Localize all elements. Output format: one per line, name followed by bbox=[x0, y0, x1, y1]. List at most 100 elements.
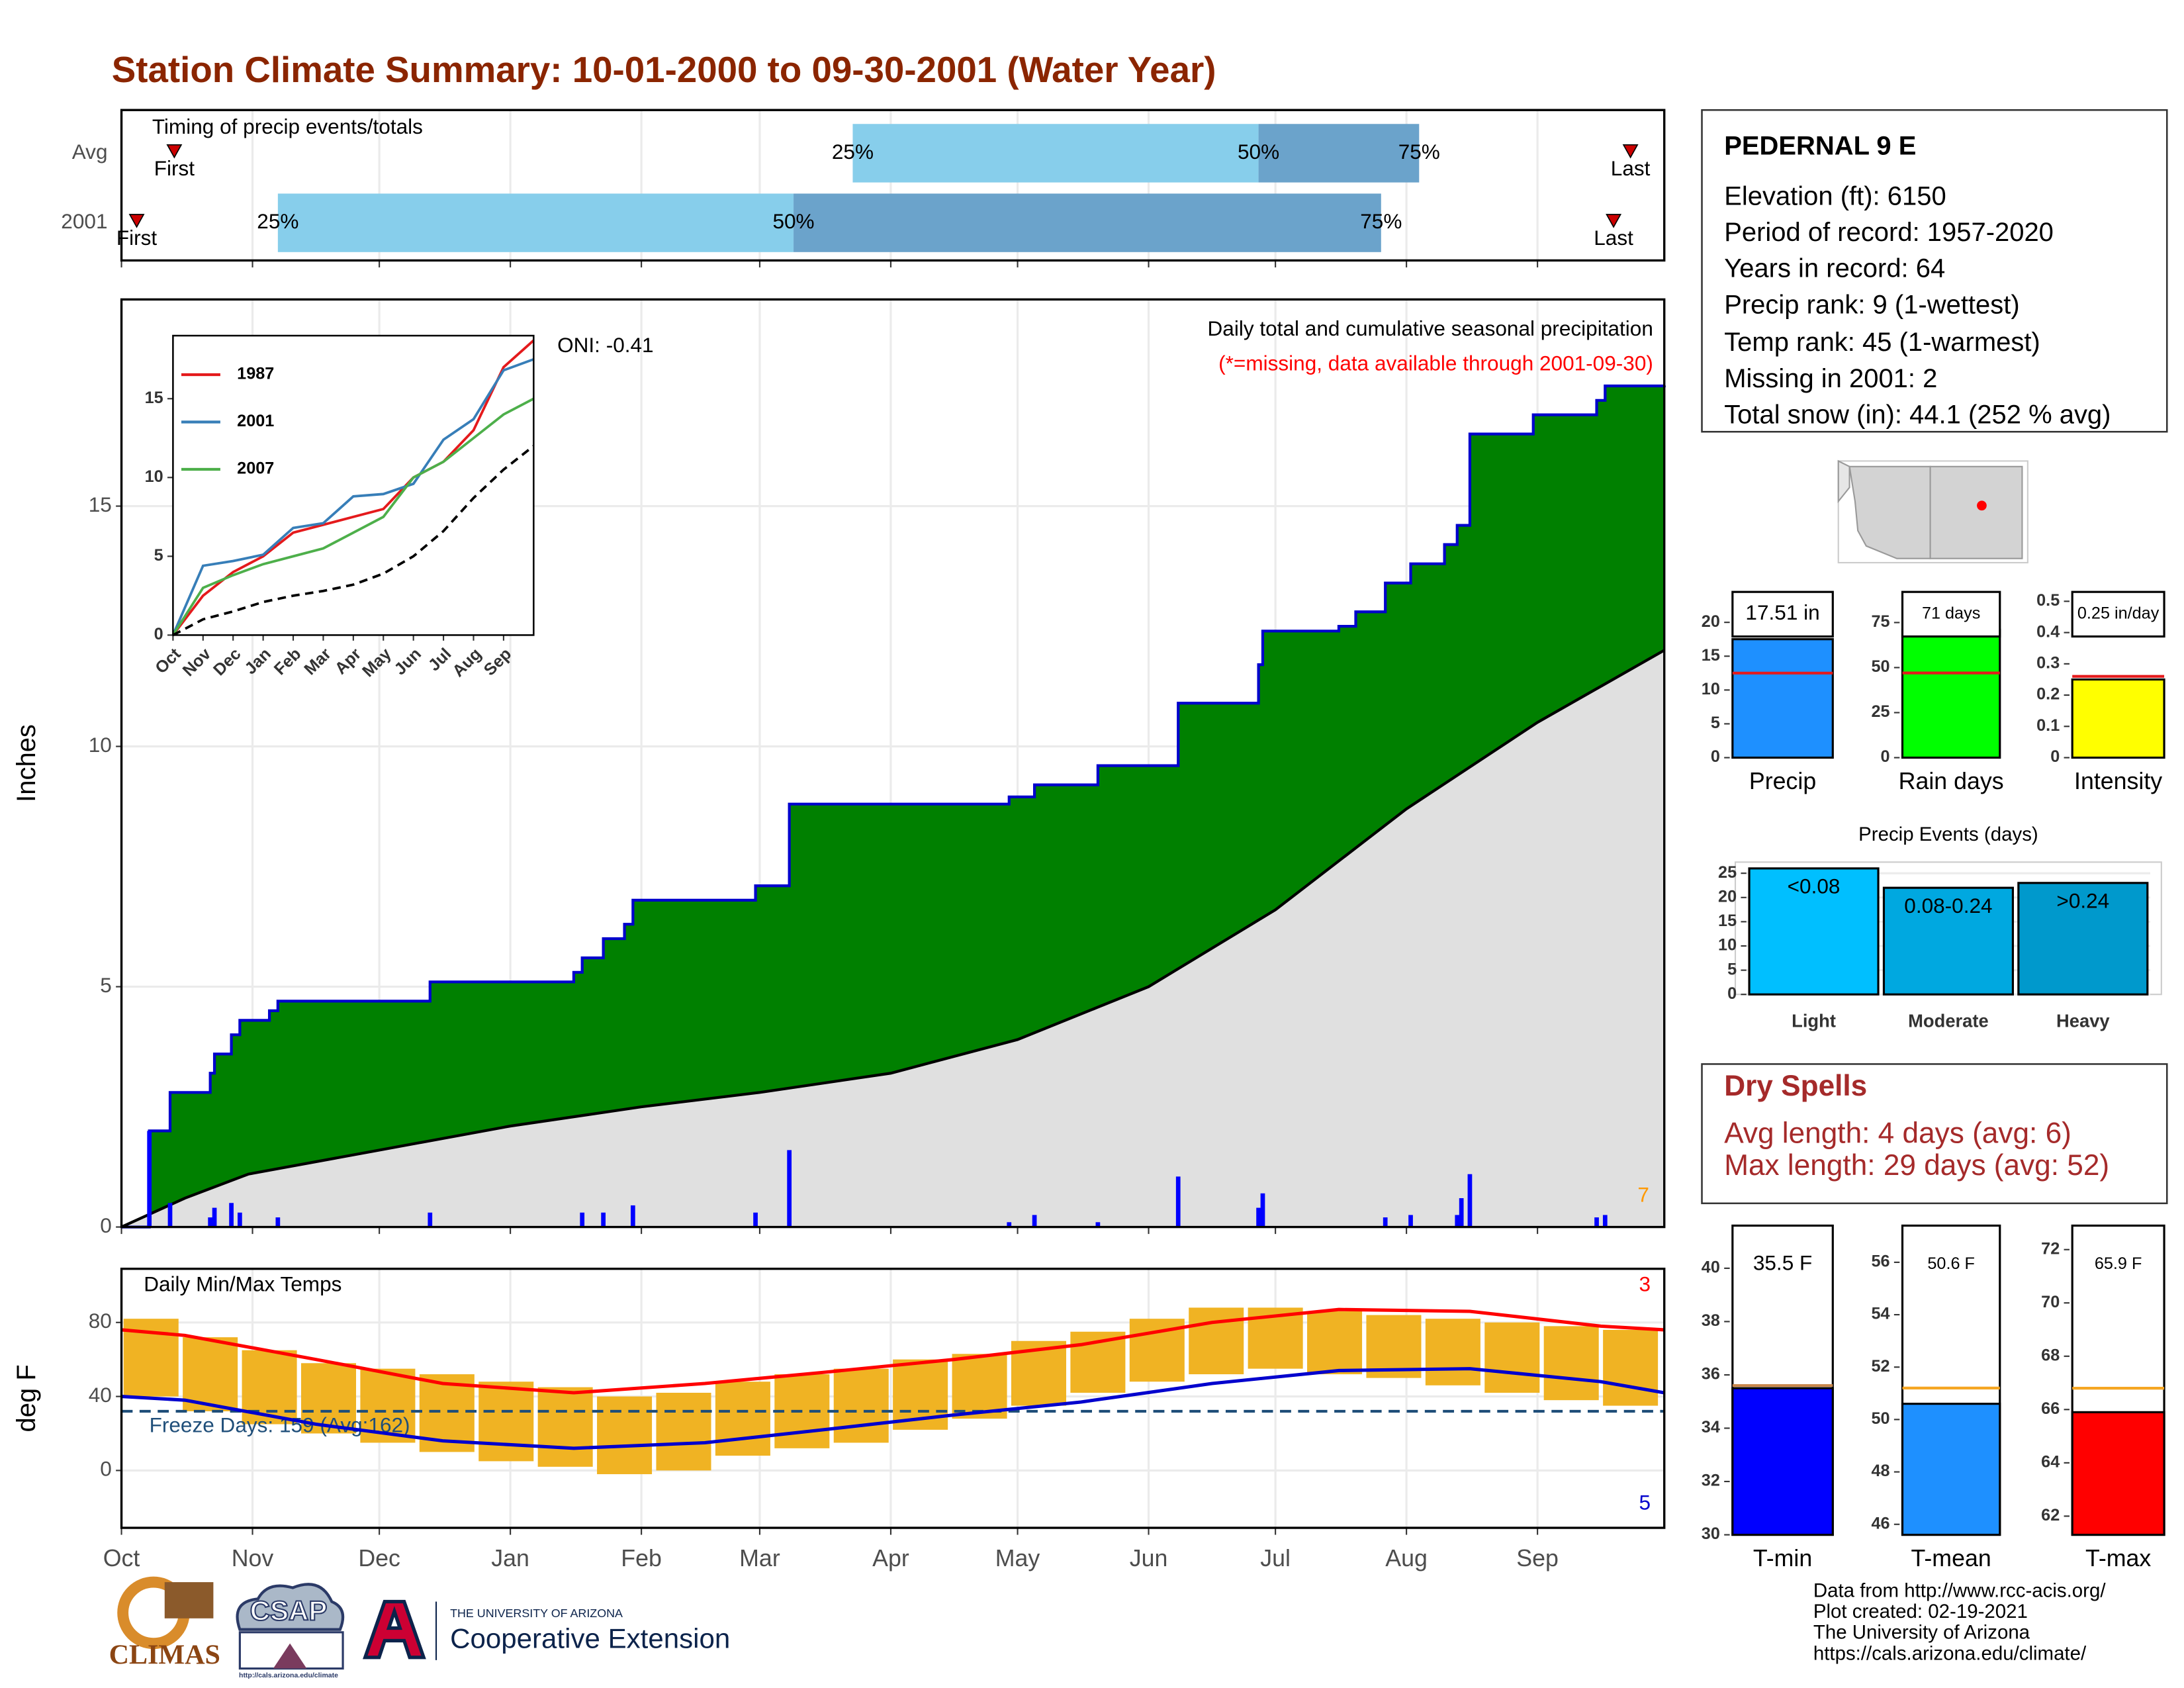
y-tick-label: 30 bbox=[1702, 1524, 1720, 1543]
chart-title: Daily total and cumulative seasonal prec… bbox=[1208, 316, 1653, 340]
y-tick-label: 0.1 bbox=[2036, 716, 2060, 735]
event-label: First bbox=[116, 226, 158, 250]
panel-frame bbox=[120, 298, 1666, 1229]
panel-frame bbox=[120, 1268, 1666, 1529]
extension-name: Cooperative Extension bbox=[450, 1623, 730, 1654]
value-label: 0.25 in/day bbox=[2077, 604, 2160, 623]
value-label: 17.51 in bbox=[1745, 600, 1819, 624]
map-state bbox=[1929, 465, 2023, 559]
event-marker bbox=[128, 214, 145, 228]
y-tick-label: 64 bbox=[2041, 1453, 2060, 1472]
panel-title: Timing of precip events/totals bbox=[152, 115, 423, 138]
y-tick-label: 0.5 bbox=[2036, 591, 2060, 610]
value-label: 50.6 F bbox=[1927, 1254, 1975, 1273]
daily-bar bbox=[787, 1150, 792, 1227]
y-tick-label: 0.4 bbox=[2036, 622, 2060, 641]
temp-range-bar bbox=[1603, 1329, 1659, 1406]
daily-bar bbox=[238, 1212, 242, 1227]
y-tick-label: 50 bbox=[1871, 657, 1889, 676]
daily-bar bbox=[208, 1217, 213, 1227]
row-label: 2001 bbox=[61, 209, 107, 233]
bar bbox=[1748, 867, 1880, 996]
corner-note: 5 bbox=[1639, 1491, 1651, 1515]
panel-title: Daily Min/Max Temps bbox=[144, 1272, 341, 1295]
legend-label: 1987 bbox=[237, 365, 274, 383]
value-box bbox=[1901, 590, 2001, 638]
inset-bg bbox=[173, 336, 534, 635]
panel-frame bbox=[120, 109, 1666, 262]
avg-temp-line bbox=[121, 1367, 1665, 1450]
series-line bbox=[172, 445, 535, 637]
value-box bbox=[2071, 590, 2165, 638]
daily-bar bbox=[147, 1131, 152, 1227]
y-tick-label: 10 bbox=[1718, 936, 1737, 955]
dry-spells-line: Avg length: 4 days (avg: 6) bbox=[1724, 1117, 2071, 1149]
station-line: Elevation (ft): 6150 bbox=[1724, 181, 1946, 211]
quartile-label: 25% bbox=[832, 140, 874, 164]
value-label: 71 days bbox=[1922, 604, 1980, 623]
y-tick-label: 50 bbox=[1871, 1409, 1889, 1428]
category-label: Heavy bbox=[2056, 1011, 2110, 1031]
y-tick-label: 75 bbox=[1871, 612, 1889, 631]
y-tick-label: 5 bbox=[1727, 960, 1737, 978]
x-tick-label: Sep bbox=[1516, 1545, 1559, 1571]
value-label: 35.5 F bbox=[1753, 1251, 1812, 1275]
category-label: T-max bbox=[2085, 1545, 2151, 1571]
station-line: Years in record: 64 bbox=[1724, 254, 1945, 283]
annotation: ONI: -0.41 bbox=[557, 333, 654, 357]
quartile-label: 75% bbox=[1398, 140, 1440, 164]
y-tick-label: 5 bbox=[154, 546, 163, 565]
temp-range-bar bbox=[1484, 1322, 1540, 1393]
dry-spells-line: Max length: 29 days (avg: 52) bbox=[1724, 1149, 2109, 1182]
temp-range-bar bbox=[952, 1354, 1007, 1419]
event-marker bbox=[1606, 214, 1622, 228]
x-tick-label: Apr bbox=[872, 1545, 909, 1571]
dry-spells-title: Dry Spells bbox=[1724, 1070, 1867, 1102]
daily-bar bbox=[1459, 1198, 1464, 1227]
y-tick-label: 62 bbox=[2041, 1506, 2060, 1524]
event-marker bbox=[166, 144, 183, 159]
station-line: Missing in 2001: 2 bbox=[1724, 364, 1937, 393]
y-tick-label: 80 bbox=[89, 1309, 112, 1333]
quartile-label: 25% bbox=[257, 209, 298, 233]
y-tick-label: 20 bbox=[1702, 612, 1720, 631]
daily-bar bbox=[229, 1203, 234, 1227]
y-tick-label: 40 bbox=[1702, 1258, 1720, 1277]
bar bbox=[2017, 882, 2149, 996]
y-tick-label: 54 bbox=[1871, 1305, 1889, 1323]
daily-bar bbox=[1007, 1222, 1012, 1227]
bin-label: <0.08 bbox=[1788, 874, 1841, 898]
temp-range-bar bbox=[1543, 1326, 1599, 1401]
category-label: Intensity bbox=[2074, 768, 2162, 794]
credit-line: The University of Arizona bbox=[1813, 1622, 2030, 1644]
series-line bbox=[171, 339, 535, 636]
category-label: Moderate bbox=[1908, 1011, 1989, 1031]
y-tick-label: 15 bbox=[145, 389, 163, 407]
quartile-bar bbox=[1258, 124, 1420, 183]
y-tick-label: 32 bbox=[1702, 1472, 1720, 1490]
quartile-label: 50% bbox=[772, 209, 814, 233]
quartile-bar bbox=[277, 193, 794, 252]
temp-range-bar bbox=[478, 1382, 534, 1462]
credit-line: https://cals.arizona.edu/climate/ bbox=[1813, 1642, 2087, 1664]
y-tick-label: 15 bbox=[89, 492, 112, 516]
y-tick-label: 38 bbox=[1702, 1311, 1720, 1330]
y-tick-label: 34 bbox=[1702, 1418, 1720, 1436]
daily-bar bbox=[753, 1212, 758, 1227]
category-label: T-min bbox=[1753, 1545, 1812, 1571]
map-state bbox=[1837, 459, 1850, 504]
y-tick-label: 36 bbox=[1702, 1365, 1720, 1383]
temp-range-bar bbox=[1307, 1311, 1363, 1375]
bar bbox=[2071, 1411, 2165, 1536]
temp-range-bar bbox=[597, 1396, 653, 1474]
y-tick-label: 72 bbox=[2041, 1239, 2060, 1258]
daily-bar bbox=[1594, 1217, 1599, 1227]
event-label: Last bbox=[1611, 156, 1651, 180]
inset-frame bbox=[172, 334, 535, 636]
corner-note: 7 bbox=[1637, 1183, 1649, 1207]
category-label: Precip bbox=[1749, 768, 1816, 794]
station-line: Period of record: 1957-2020 bbox=[1724, 218, 2054, 247]
y-tick-label: 15 bbox=[1702, 646, 1720, 665]
